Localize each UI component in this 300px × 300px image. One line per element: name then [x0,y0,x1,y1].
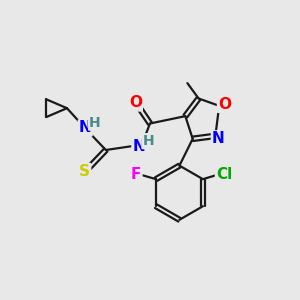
Text: S: S [79,164,90,179]
Text: N: N [132,139,145,154]
Text: N: N [79,120,92,135]
Text: H: H [142,134,154,148]
Text: O: O [218,97,231,112]
Text: F: F [131,167,141,182]
Text: Cl: Cl [216,167,232,182]
Text: H: H [89,116,101,130]
Text: N: N [212,131,225,146]
Text: O: O [129,95,142,110]
